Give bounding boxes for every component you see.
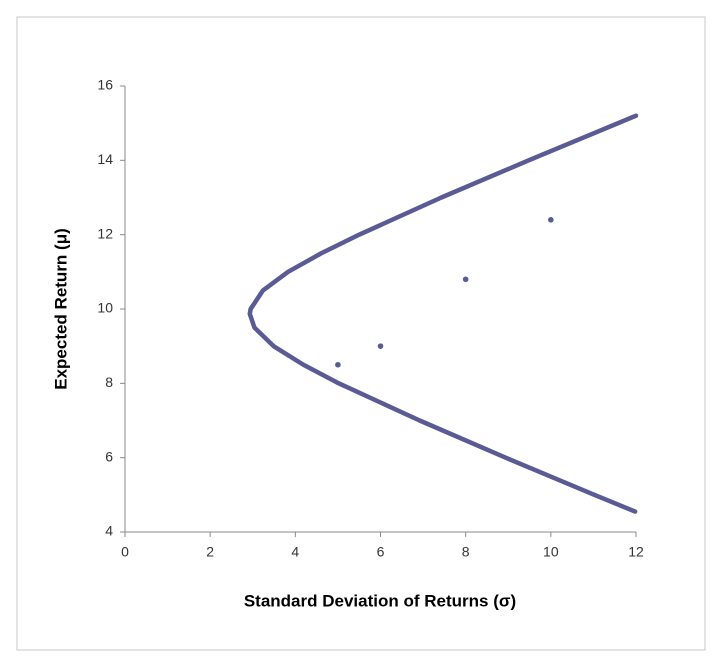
x-tick-label: 2: [206, 544, 214, 560]
frontier-line: [247, 113, 639, 514]
chart-frame: [16, 16, 706, 651]
point: [377, 343, 384, 349]
point: [335, 361, 341, 368]
x-tick-label: 12: [628, 544, 644, 560]
y-tick-label: 16: [97, 77, 113, 93]
y-tick-label: 10: [97, 300, 113, 316]
y-tick-label: 6: [105, 448, 113, 464]
x-tick-label: 6: [377, 544, 385, 560]
y-tick-label: 12: [97, 225, 113, 241]
x-tick-label: 0: [121, 544, 129, 560]
point: [462, 276, 469, 283]
x-tick-label: 8: [462, 544, 470, 560]
x-axis-title: Standard Deviation of Returns (σ): [244, 591, 516, 610]
x-tick-label: 10: [543, 544, 559, 560]
y-tick-label: 14: [97, 151, 113, 167]
y-axis-title: Expected Return (μ): [51, 228, 70, 390]
y-tick-label: 8: [105, 374, 113, 390]
y-tick-label: 4: [105, 523, 113, 539]
point: [548, 217, 554, 223]
x-tick-label: 4: [291, 544, 299, 560]
